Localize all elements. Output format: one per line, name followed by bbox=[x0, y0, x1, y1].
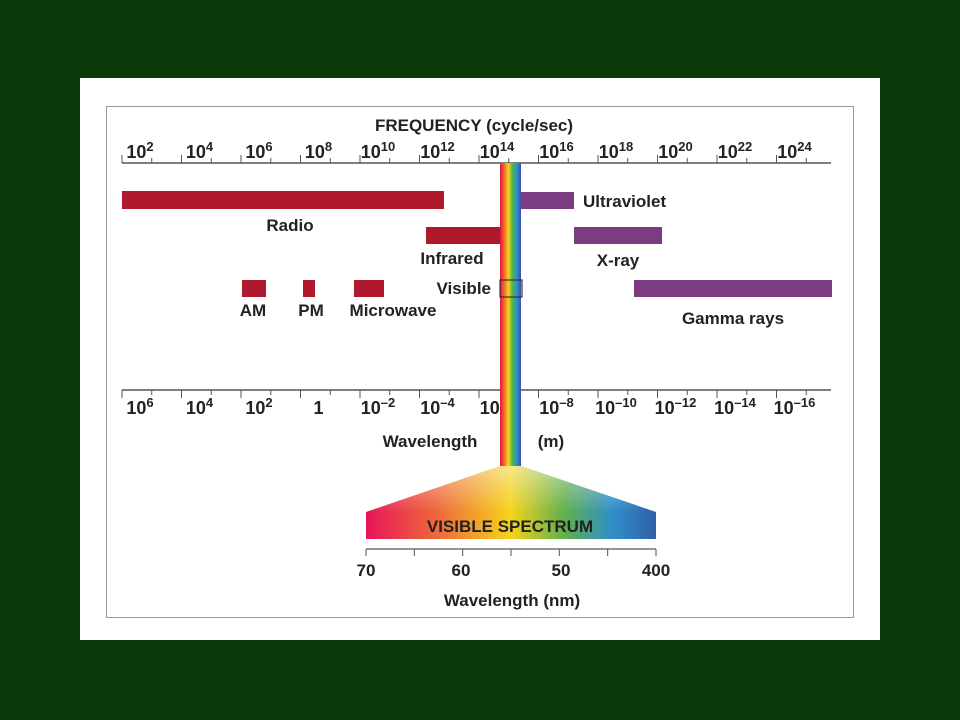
frequency-tick-label: 1022 bbox=[718, 139, 753, 162]
wavelength-tick-label: 10–10 bbox=[595, 395, 637, 418]
frequency-tick-label: 102 bbox=[126, 139, 153, 162]
infrared-label: Infrared bbox=[420, 249, 483, 268]
visible-spectrum-tick-label: 60 bbox=[452, 561, 471, 580]
microwave-bar bbox=[354, 280, 384, 297]
visible-spectrum-bar bbox=[366, 512, 656, 539]
wavelength-tick-label: 106 bbox=[126, 395, 153, 418]
radio-label: Radio bbox=[266, 216, 313, 235]
diagram-card bbox=[80, 78, 880, 640]
frequency-tick-label: 1010 bbox=[361, 139, 396, 162]
wavelength-tick-label: 10–8 bbox=[539, 395, 574, 418]
wavelength-axis-ticks: 106104102110–210–410–610–810–1010–1210–1… bbox=[121, 390, 816, 418]
pm-label: PM bbox=[298, 301, 324, 320]
frequency-axis-title: FREQUENCY (cycle/sec) bbox=[375, 116, 573, 135]
frequency-tick-label: 104 bbox=[186, 139, 214, 162]
frequency-tick-label: 1012 bbox=[420, 139, 455, 162]
frequency-tick-label: 1014 bbox=[480, 139, 515, 162]
frequency-tick-label: 1018 bbox=[599, 139, 634, 162]
gamma-bar bbox=[634, 280, 832, 297]
wavelength-tick-label: 10–4 bbox=[420, 395, 455, 418]
ultraviolet-label: Ultraviolet bbox=[583, 192, 666, 211]
visible-label: Visible bbox=[437, 279, 492, 298]
wavelength-tick-label: 102 bbox=[245, 395, 272, 418]
xray-bar bbox=[574, 227, 662, 244]
frequency-tick-label: 108 bbox=[305, 139, 332, 162]
visible-rainbow-column bbox=[500, 163, 521, 466]
frequency-tick-label: 1016 bbox=[539, 139, 574, 162]
wavelength-tick-label: 10–2 bbox=[361, 395, 396, 418]
visible-spectrum-tick-label: 50 bbox=[552, 561, 571, 580]
wavelength-tick-label: 10–14 bbox=[714, 395, 756, 418]
wavelength-axis-title: Wavelength bbox=[383, 432, 478, 451]
visible-spectrum-title: VISIBLE SPECTRUM bbox=[427, 517, 593, 536]
frequency-tick-label: 1020 bbox=[658, 139, 693, 162]
am-bar bbox=[242, 280, 266, 297]
wavelength-axis-unit: (m) bbox=[538, 432, 564, 451]
visible-spectrum-tick-label: 70 bbox=[357, 561, 376, 580]
visible-fan-fade bbox=[366, 466, 656, 512]
visible-spectrum-tick-label: 400 bbox=[642, 561, 670, 580]
wavelength-tick-label: 10–16 bbox=[774, 395, 816, 418]
frequency-tick-label: 106 bbox=[245, 139, 272, 162]
visible-spectrum-ticks: 70 60 50 400 bbox=[357, 549, 670, 580]
microwave-label: Microwave bbox=[350, 301, 437, 320]
ultraviolet-bar bbox=[520, 192, 574, 209]
am-label: AM bbox=[240, 301, 266, 320]
frequency-axis-ticks: 102 104 106 108 1010 1012 1014 1016 1018 1020 1022… bbox=[121, 139, 813, 163]
visible-spectrum-axis-label: Wavelength (nm) bbox=[444, 591, 580, 610]
diagram-frame bbox=[106, 106, 854, 618]
radio-bar bbox=[122, 191, 444, 209]
visible-marker-box bbox=[499, 279, 523, 298]
wavelength-tick-label: 104 bbox=[186, 395, 214, 418]
wavelength-tick-label: 10–12 bbox=[655, 395, 697, 418]
wavelength-tick-label: 1 bbox=[313, 398, 323, 418]
gamma-label: Gamma rays bbox=[682, 309, 784, 328]
infrared-bar bbox=[426, 227, 502, 244]
frequency-tick-label: 1024 bbox=[777, 139, 812, 162]
pm-bar bbox=[303, 280, 315, 297]
xray-label: X-ray bbox=[597, 251, 640, 270]
